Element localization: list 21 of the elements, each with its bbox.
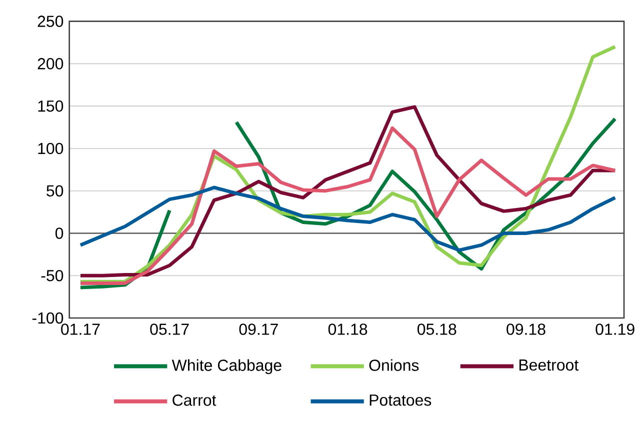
- x-tick-label: 01.19: [596, 324, 634, 335]
- legend-label: Onions: [369, 359, 419, 371]
- x-tick-label: 01.17: [61, 324, 100, 335]
- x-tick-label: 05.18: [417, 324, 456, 335]
- legend-label: Carrot: [172, 394, 216, 406]
- y-tick-label: 0: [55, 228, 64, 239]
- y-tick-label: 200: [38, 58, 64, 70]
- x-tick-label: 01.18: [328, 324, 368, 335]
- y-tick-label: 250: [38, 16, 64, 27]
- legend-label: Potatoes: [370, 394, 432, 406]
- legend-label: Beetroot: [519, 360, 579, 371]
- y-tick-label: 150: [38, 100, 64, 112]
- y-tick-label: -100: [32, 312, 64, 324]
- x-tick-label: 05.17: [150, 324, 189, 335]
- y-tick-label: 50: [46, 185, 64, 197]
- x-tick-label: 09.17: [239, 324, 278, 335]
- y-tick-label: 100: [38, 142, 64, 154]
- y-tick-label: -50: [41, 270, 64, 282]
- legend-label: White Cabbage: [172, 359, 282, 374]
- line-series: [78, 186, 617, 252]
- x-tick-label: 09.18: [506, 324, 546, 335]
